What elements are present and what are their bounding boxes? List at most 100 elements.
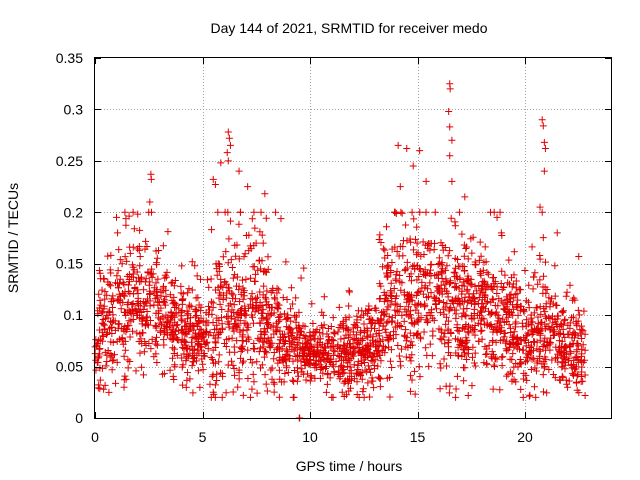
data-point xyxy=(509,280,517,288)
data-point xyxy=(184,369,192,377)
data-point xyxy=(132,367,140,375)
data-point xyxy=(222,313,230,321)
data-point xyxy=(574,370,582,378)
data-point xyxy=(197,275,205,283)
data-point xyxy=(126,358,134,366)
data-point xyxy=(152,279,160,287)
data-point xyxy=(249,302,257,310)
data-point xyxy=(163,268,171,276)
data-point xyxy=(209,175,217,183)
data-point xyxy=(109,292,117,300)
data-point xyxy=(291,335,299,343)
data-point xyxy=(487,208,495,216)
data-point xyxy=(340,341,348,349)
data-point xyxy=(314,342,322,350)
data-point xyxy=(492,308,500,316)
data-point xyxy=(270,378,278,386)
data-point xyxy=(501,305,509,313)
data-point xyxy=(179,290,187,298)
data-point xyxy=(161,301,169,309)
data-point xyxy=(141,245,149,253)
data-point xyxy=(233,310,241,318)
data-point xyxy=(263,287,271,295)
data-point xyxy=(372,338,380,346)
data-point xyxy=(236,297,244,305)
data-point xyxy=(468,382,476,390)
data-point xyxy=(364,343,372,351)
data-point xyxy=(228,263,236,271)
data-point xyxy=(406,387,414,395)
data-point xyxy=(519,393,527,401)
data-point xyxy=(505,256,513,264)
data-point xyxy=(229,325,237,333)
data-point xyxy=(108,357,116,365)
data-point xyxy=(536,336,544,344)
data-point xyxy=(342,347,350,355)
data-point xyxy=(233,241,241,249)
data-point xyxy=(413,276,421,284)
data-point xyxy=(513,290,521,298)
data-point xyxy=(282,337,290,345)
data-point xyxy=(360,320,368,328)
data-point xyxy=(194,367,202,375)
data-point xyxy=(215,358,223,366)
data-point xyxy=(416,373,424,381)
data-point xyxy=(427,240,435,248)
data-point xyxy=(306,377,314,385)
data-point xyxy=(561,358,569,366)
data-point xyxy=(290,366,298,374)
data-point xyxy=(192,294,200,302)
data-point xyxy=(392,271,400,279)
data-point xyxy=(208,226,216,234)
data-point xyxy=(257,265,265,273)
data-point xyxy=(244,183,252,191)
data-point xyxy=(561,343,569,351)
data-point xyxy=(375,341,383,349)
data-point xyxy=(180,350,188,358)
data-point xyxy=(479,266,487,274)
data-point xyxy=(573,353,581,361)
data-point xyxy=(384,261,392,269)
data-point xyxy=(139,329,147,337)
data-point xyxy=(380,297,388,305)
data-point xyxy=(142,342,150,350)
data-point xyxy=(406,372,414,380)
data-point xyxy=(480,315,488,323)
data-point xyxy=(247,355,255,363)
data-point xyxy=(136,262,144,270)
data-point xyxy=(185,301,193,309)
data-point xyxy=(295,308,303,316)
data-point xyxy=(275,393,283,401)
data-point xyxy=(106,318,114,326)
data-point xyxy=(238,333,246,341)
data-point xyxy=(354,307,362,315)
data-point xyxy=(508,370,516,378)
data-point xyxy=(407,357,415,365)
data-point xyxy=(520,375,528,383)
data-point xyxy=(312,351,320,359)
data-point xyxy=(476,269,484,277)
data-point xyxy=(501,271,509,279)
data-point xyxy=(571,365,579,373)
data-point xyxy=(284,348,292,356)
data-point xyxy=(129,327,137,335)
data-point xyxy=(508,377,516,385)
data-point xyxy=(169,372,177,380)
data-point xyxy=(193,272,201,280)
data-point xyxy=(471,321,479,329)
data-point xyxy=(221,278,229,286)
data-point xyxy=(164,317,172,325)
data-point xyxy=(228,334,236,342)
data-point xyxy=(261,371,269,379)
data-point xyxy=(186,375,194,383)
data-point xyxy=(388,363,396,371)
data-point xyxy=(383,273,391,281)
data-point xyxy=(542,355,550,363)
data-point xyxy=(408,341,416,349)
data-point xyxy=(96,344,104,352)
data-point xyxy=(261,190,269,198)
data-point xyxy=(365,305,373,313)
data-point xyxy=(417,252,425,260)
data-point xyxy=(239,295,247,303)
data-point xyxy=(551,262,559,270)
